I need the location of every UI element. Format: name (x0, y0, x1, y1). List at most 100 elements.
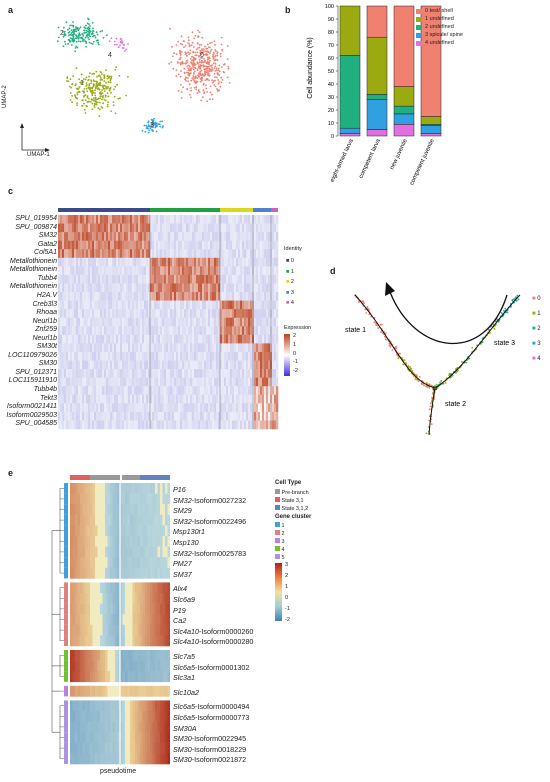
heatmap-c-gene-label: Col5A1 (34, 249, 57, 257)
heatmap-e-cell (112, 557, 116, 569)
heatmap-c-cell (140, 240, 143, 250)
heatmap-e-cell (130, 567, 133, 579)
heatmap-c-cell (254, 394, 257, 404)
heatmap-c-cell (174, 403, 177, 413)
heatmap-c-cell (266, 369, 269, 378)
heatmap-e-cell (100, 660, 103, 672)
heatmap-e-cell (127, 624, 131, 636)
heatmap-c-cell (178, 326, 181, 336)
heatmap-e-cell (160, 504, 163, 516)
heatmap-c-cell (136, 274, 139, 284)
heatmap-c-cell (194, 403, 197, 413)
heatmap-c-cell (130, 300, 133, 310)
heatmap-c-cell (272, 411, 275, 421)
heatmap-c-cell (80, 309, 83, 319)
heatmap-c-cell (226, 274, 229, 284)
heatmap-c-cell (192, 411, 195, 421)
heatmap-c-cell (204, 343, 207, 353)
heatmap-e-cell (105, 614, 108, 626)
heatmap-c-cell (138, 240, 141, 250)
heatmap-c-cell (102, 215, 105, 224)
heatmap-c-cell (116, 309, 119, 319)
heatmap-c-cell (102, 334, 105, 344)
heatmap-c-cell (158, 215, 161, 224)
heatmap-c-cell (78, 249, 81, 259)
heatmap-c-cell (118, 326, 121, 336)
umap-point (192, 68, 195, 71)
heatmap-c-cell (206, 351, 209, 361)
heatmap-c-cell (100, 334, 103, 344)
heatmap-c-cell (150, 266, 153, 276)
heatmap-e-cell (167, 557, 170, 569)
heatmap-e-cell (160, 525, 163, 537)
heatmap-e-cell (140, 557, 143, 569)
umap-point (93, 104, 96, 107)
heatmap-c-cell (130, 215, 133, 224)
heatmap-c-cell (152, 215, 155, 224)
umap-point (199, 70, 202, 73)
heatmap-e-cell (95, 557, 98, 569)
heatmap-c-cell (86, 240, 89, 250)
heatmap-c-cell (72, 309, 75, 319)
heatmap-c-cell (228, 266, 231, 276)
heatmap-c-cell (214, 240, 217, 250)
heatmap-e-cell (125, 493, 128, 505)
heatmap-c-cell (72, 215, 75, 224)
heatmap-c-cell (214, 309, 217, 319)
umap-point (80, 73, 83, 76)
heatmap-e-cell (75, 614, 78, 626)
heatmap-c-cell (266, 283, 269, 293)
heatmap-c-cell (94, 232, 97, 241)
heatmap-c-cell (182, 386, 185, 396)
heatmap-c-cell (166, 394, 169, 404)
heatmap-c-cell (188, 249, 191, 259)
trajectory-point (433, 398, 436, 400)
umap-point (197, 74, 199, 77)
heatmap-c-cell (250, 343, 253, 353)
bar-segment (420, 133, 442, 137)
heatmap-c-cell (250, 215, 253, 224)
heatmap-c-cell (214, 377, 217, 387)
heatmap-c-cell (236, 351, 239, 361)
heatmap-e-cell (105, 536, 108, 547)
heatmap-c-cell (158, 411, 161, 421)
heatmap-c-cell (234, 249, 237, 259)
heatmap-c-cell (78, 309, 81, 319)
heatmap-e-cell (87, 671, 91, 683)
heatmap-c-cell (220, 394, 223, 404)
umap-point (187, 67, 190, 69)
heatmap-c-cell (118, 232, 121, 241)
heatmap-c-cell (198, 309, 201, 319)
heatmap-c-cell (170, 300, 173, 310)
heatmap-c-cell (172, 343, 175, 353)
heatmap-c-cell (166, 249, 169, 259)
heatmap-e-cell (97, 603, 101, 615)
heatmap-e-cell (77, 650, 81, 661)
heatmap-e-cell (165, 514, 168, 526)
heatmap-c-cell (106, 343, 109, 353)
trajectory-point (418, 376, 421, 378)
bar-legend-item-0: 0 test/ shell (416, 8, 463, 14)
heatmap-c-cell (112, 223, 115, 233)
heatmap-e-cell (122, 557, 126, 569)
heatmap-e-cell (110, 493, 113, 505)
heatmap-c-cell (162, 249, 165, 259)
umap-point (69, 37, 72, 39)
umap-point (104, 99, 107, 102)
heatmap-c-cell (272, 292, 275, 301)
heatmap-c-cell (244, 292, 247, 301)
heatmap-c-cell (62, 360, 65, 370)
heatmap-c-cell (92, 326, 95, 336)
heatmap-c-cell (92, 257, 95, 267)
umap-point (114, 68, 117, 71)
umap-point (67, 80, 70, 83)
umap-point (89, 101, 92, 103)
heatmap-c-cell (100, 411, 103, 421)
heatmap-c-cell (108, 351, 111, 361)
heatmap-e-cell (147, 536, 151, 547)
heatmap-c-cell (182, 403, 185, 413)
heatmap-e-cell (130, 614, 133, 626)
bar-xtick-label: eight-armed larva (330, 138, 355, 183)
heatmap-c-cell (82, 309, 85, 319)
heatmap-c-cell (244, 223, 247, 233)
